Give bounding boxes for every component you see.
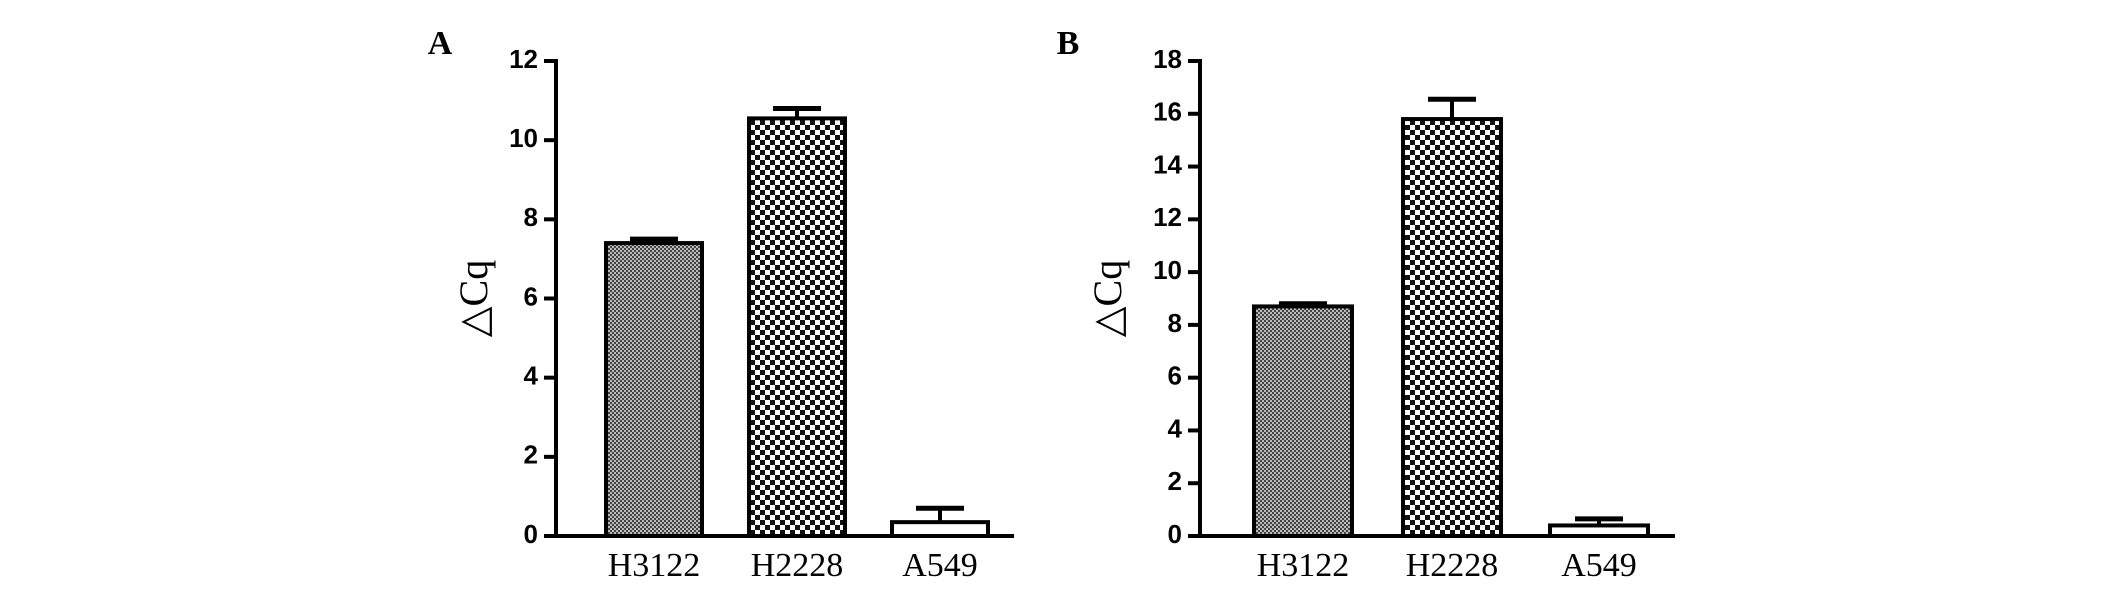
bar — [890, 520, 990, 538]
y-tick-label: 2 — [1168, 466, 1182, 496]
x-tick-label: A549 — [902, 547, 978, 584]
x-tick-label: H3122 — [608, 547, 701, 584]
y-tick-label: 14 — [1153, 149, 1182, 179]
y-tick-label: 2 — [524, 440, 538, 470]
bar — [1252, 304, 1354, 538]
y-axis-label: △Cq — [451, 260, 496, 337]
y-tick-label: 16 — [1153, 97, 1182, 127]
y-tick-label: 10 — [1153, 255, 1182, 285]
x-tick-label: A549 — [1561, 547, 1637, 584]
panel-label: A — [428, 25, 453, 62]
y-tick-label: 12 — [1153, 202, 1182, 232]
bar — [1401, 117, 1503, 539]
x-tick-label: H2228 — [751, 547, 844, 584]
y-axis-label: △Cq — [1085, 260, 1130, 337]
y-tick-label: 8 — [1168, 308, 1182, 338]
y-tick-label: 0 — [1168, 519, 1182, 549]
bar — [604, 241, 704, 538]
y-tick-label: 10 — [509, 123, 538, 153]
panel-label: B — [1057, 25, 1080, 62]
y-tick-label: 6 — [1168, 361, 1182, 391]
y-tick-label: 12 — [509, 44, 538, 74]
y-tick-label: 4 — [524, 361, 539, 391]
y-tick-label: 8 — [524, 202, 538, 232]
y-tick-label: 6 — [524, 281, 538, 311]
x-tick-label: H3122 — [1257, 547, 1350, 584]
bar — [747, 116, 847, 538]
y-tick-label: 18 — [1153, 44, 1182, 74]
y-tick-label: 0 — [524, 519, 538, 549]
y-tick-label: 4 — [1168, 413, 1183, 443]
x-tick-label: H2228 — [1406, 547, 1499, 584]
